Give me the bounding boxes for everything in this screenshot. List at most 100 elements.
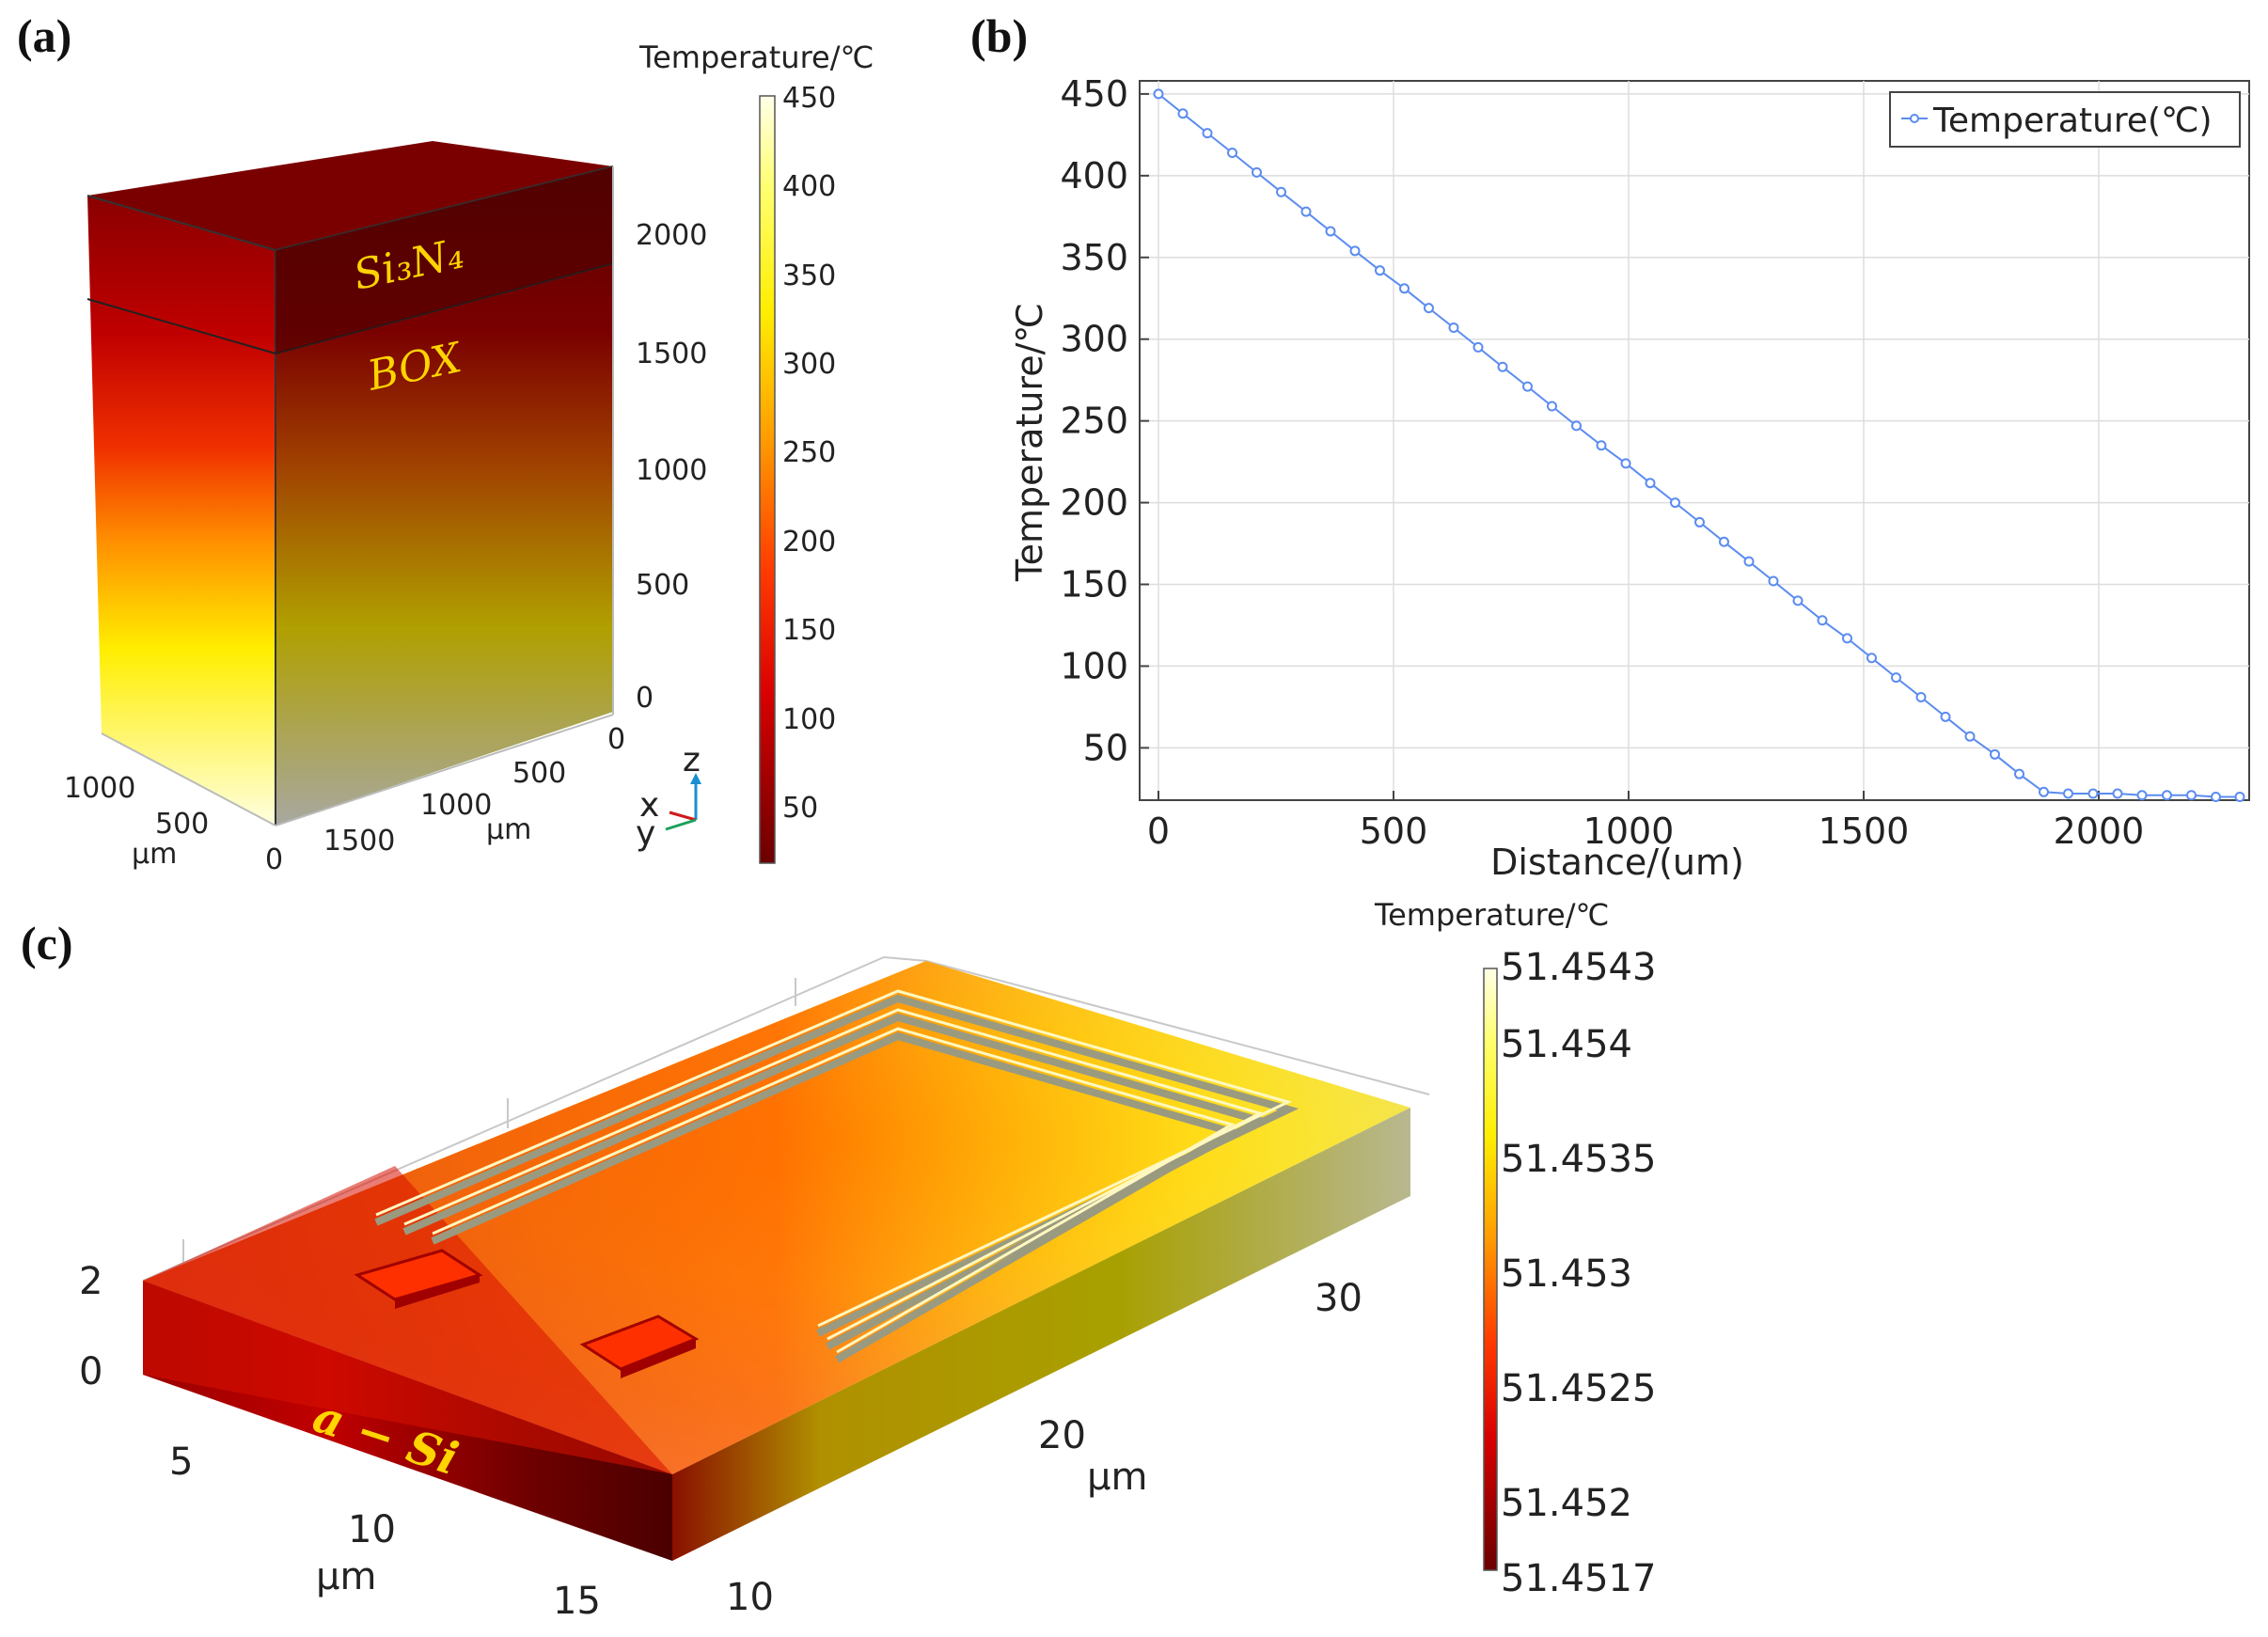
tick-label: 1500 [323, 825, 395, 858]
tick-label: 30 [1315, 1277, 1362, 1320]
triad-y-label: y [636, 814, 655, 853]
colorbar-tick: 51.4543 [1501, 946, 1656, 989]
y-axis-label: Temperature/℃ [1009, 303, 1050, 582]
triad-x-label: x [639, 786, 659, 825]
tick-label: 10 [348, 1508, 396, 1551]
axis-unit-label: μm [316, 1555, 376, 1598]
colorbar-tick: 51.452 [1501, 1482, 1632, 1525]
axis-unit-label: μm [1087, 1456, 1147, 1499]
data-point [1792, 595, 1803, 606]
data-point [1300, 206, 1312, 217]
tick-label: 500 [636, 569, 689, 602]
data-point [2234, 792, 2245, 803]
tick-label: 500 [512, 757, 566, 790]
colorbar-a: Temperature/℃ 450 400 350 300 250 200 15… [638, 39, 874, 864]
data-point [1448, 323, 1459, 334]
colorbar-tick: 51.4517 [1501, 1557, 1656, 1600]
tick-label: 0 [607, 723, 625, 756]
colorbar-tick: 400 [782, 170, 836, 203]
y-tick-label: 350 [1060, 237, 1128, 278]
x-tick-label: 500 [1360, 811, 1428, 852]
data-point [1177, 108, 1189, 119]
panel-c: (c) [21, 897, 1656, 1623]
data-point [1817, 615, 1828, 626]
x-axis-label: Distance/(um) [1490, 842, 1744, 883]
colorbar-title: Temperature/℃ [1374, 897, 1609, 933]
legend-label: Temperature(℃) [1932, 102, 2213, 140]
data-point [2112, 788, 2123, 799]
data-point [2186, 790, 2197, 801]
colorbar-tick: 51.4525 [1501, 1367, 1656, 1410]
panel-b: (b) 50 100 150 200 250 300 350 400 450 0 500 1000 1… [970, 9, 2250, 883]
data-point [1547, 401, 1557, 412]
panel-label-b: (b) [970, 9, 1028, 62]
tick-label: 5 [169, 1440, 193, 1484]
y-tick-label: 400 [1060, 155, 1128, 197]
y-tick-labels: 50 100 150 200 250 300 350 400 450 [1060, 73, 1128, 768]
colorbar-tick: 450 [782, 82, 836, 115]
y-tick-label: 450 [1060, 73, 1128, 115]
data-point [1153, 88, 1164, 100]
colorbar-tick: 51.454 [1501, 1023, 1632, 1066]
data-point [1670, 497, 1680, 509]
colorbar-tick: 300 [782, 348, 836, 381]
data-point [1645, 478, 1656, 489]
contact-pads [354, 1249, 700, 1378]
y-tick-label: 100 [1060, 645, 1128, 686]
x-tick-labels: 0 500 1000 1500 2000 [1147, 811, 2144, 852]
data-point [1596, 440, 1607, 451]
data-point [2063, 788, 2073, 799]
data-point [1842, 633, 1852, 644]
x-tick-label: 1500 [1819, 811, 1910, 852]
data-point [2014, 768, 2024, 779]
data-point [1768, 575, 1779, 587]
data-point [2211, 792, 2221, 803]
tick-label: 0 [79, 1350, 102, 1393]
panel-a: (a) Si₃N₄ BOX 2000 1500 1000 500 0 0 500… [17, 9, 874, 876]
tick-label: 2 [79, 1260, 102, 1303]
data-point [2039, 786, 2049, 797]
data-point [2136, 790, 2148, 801]
axis-triad: z x y [636, 741, 701, 853]
colorbar-tick: 51.453 [1501, 1252, 1632, 1296]
colorbar-title: Temperature/℃ [638, 39, 874, 75]
data-point [1891, 672, 1901, 684]
tick-label: 20 [1038, 1414, 1086, 1457]
data-point [1399, 283, 1410, 294]
data-point [1743, 556, 1755, 567]
x-tick-label: 1000 [1583, 811, 1675, 852]
y-tick-label: 150 [1060, 564, 1128, 606]
colorbar-tick: 200 [782, 526, 836, 559]
data-point [1424, 303, 1434, 314]
block-left-face [87, 196, 276, 826]
plot-area [1139, 80, 2250, 801]
x-tick-label: 0 [1147, 811, 1170, 852]
data-point [1866, 653, 1877, 664]
axis-unit-label: μm [132, 838, 177, 871]
data-point [1522, 381, 1533, 392]
data-point [1915, 691, 1927, 702]
axis-unit-label: μm [486, 813, 531, 846]
tick-label: 2000 [636, 219, 707, 252]
data-point [1964, 731, 1976, 742]
tick-label: 1000 [636, 454, 707, 487]
y-tick-label: 200 [1060, 482, 1128, 524]
data-point [1719, 536, 1729, 547]
data-point [1325, 226, 1336, 237]
block-top-face [87, 141, 613, 250]
slab-right-face [672, 1108, 1410, 1561]
panel-label-a: (a) [17, 9, 71, 62]
x-tick-label: 2000 [2054, 811, 2145, 852]
panel-a-x-ticks: 1000 500 0 μm [64, 772, 283, 876]
panel-a-z-ticks: 2000 1500 1000 500 0 [636, 219, 707, 715]
tick-label: 15 [553, 1580, 601, 1623]
data-point [1276, 186, 1286, 197]
data-point [1252, 166, 1262, 178]
data-point [1940, 711, 1951, 722]
legend-marker [1910, 114, 1919, 123]
data-point [1375, 265, 1385, 276]
tick-label: 0 [636, 682, 654, 715]
data-point [1620, 458, 1631, 469]
legend: Temperature(℃) [1889, 91, 2241, 148]
